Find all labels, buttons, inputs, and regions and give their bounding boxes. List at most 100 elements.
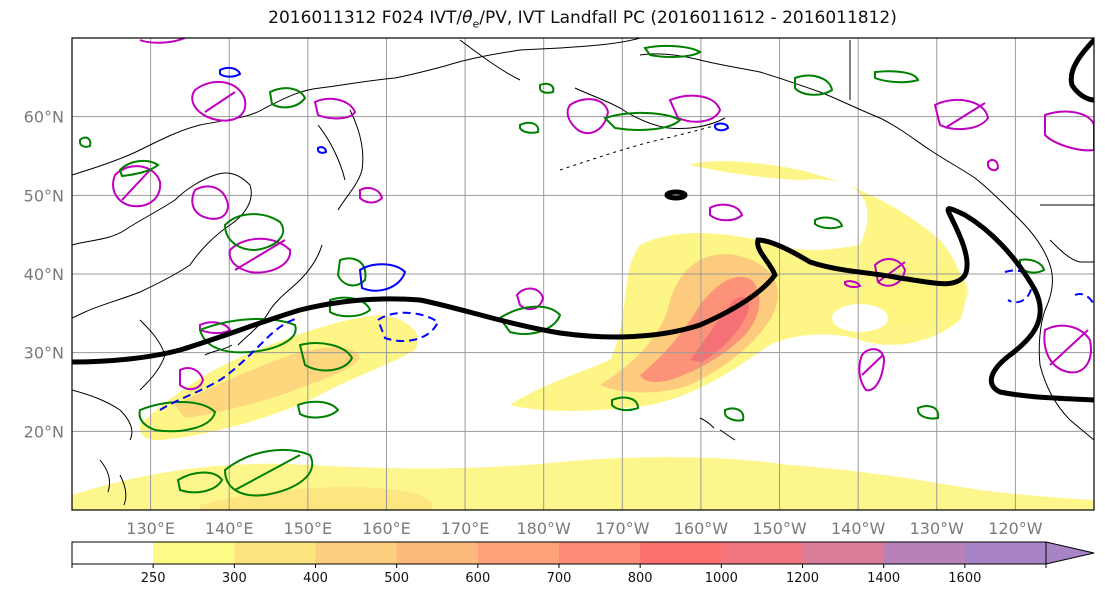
- colorbar-label: 600: [465, 571, 490, 586]
- colorbar-label: 400: [303, 571, 328, 586]
- pv-contour: [139, 38, 186, 44]
- title-theta: θ: [462, 8, 473, 28]
- theta-e-contour: [814, 216, 844, 230]
- colorbar-segment: [315, 542, 398, 564]
- theta-e-contour: [118, 159, 160, 178]
- negative-contour: [376, 311, 440, 342]
- latitude-tick-label: 40°N: [24, 265, 64, 284]
- theta-e-contour: [539, 82, 555, 94]
- pv-contour: [668, 94, 722, 123]
- negative-contours: [159, 66, 1094, 411]
- pv-contour: [191, 185, 230, 220]
- pv-contour: [112, 165, 162, 208]
- coastlines: [72, 38, 1094, 506]
- negative-contour: [1074, 293, 1094, 306]
- ivt-fill-central-high: [640, 276, 760, 383]
- theta-e-contours: [79, 44, 1046, 497]
- pv-contours: [112, 38, 1094, 392]
- negative-contour: [714, 122, 730, 132]
- pv-contour: [199, 321, 232, 334]
- pv-contour: [313, 97, 357, 120]
- negative-contour: [159, 317, 299, 411]
- theta-e-contour: [643, 44, 702, 58]
- ivt-fill-mid-west: [175, 347, 360, 418]
- ivt-fill-central-peak: [690, 297, 749, 362]
- map-frame: [71, 37, 1095, 511]
- landfall-pc-line: [72, 38, 1094, 403]
- border-us-canada: [849, 40, 1094, 263]
- latitude-tick-label: 60°N: [24, 108, 64, 127]
- coastline-hawaii: [699, 417, 736, 441]
- colorbar-segment: [477, 542, 560, 564]
- theta-e-contour: [329, 296, 372, 318]
- colorbar-segment: [559, 542, 641, 564]
- longitude-tick-label: 180°W: [517, 519, 572, 538]
- longitude-tick-label: 150°E: [284, 519, 333, 538]
- colorbar-extend-arrow: [1045, 541, 1095, 565]
- coastline-bering: [459, 39, 726, 129]
- colorbar-label: 1600: [948, 571, 981, 586]
- longitude-tick-label: 160°W: [674, 519, 729, 538]
- colorbar-segment: [802, 542, 885, 564]
- theta-e-contour: [268, 87, 307, 109]
- title-theta-subscript: e: [472, 17, 480, 31]
- graticule: [72, 38, 1094, 510]
- negative-contour: [1004, 269, 1034, 304]
- pv-contour: [858, 348, 886, 392]
- negative-contour: [358, 263, 407, 292]
- pv-contour: [1044, 110, 1094, 152]
- pv-contour: [987, 159, 1000, 172]
- theta-e-contour: [296, 400, 340, 419]
- longitude-tick-label: 130°W: [910, 519, 965, 538]
- pv-contour: [709, 203, 744, 222]
- ivt-fill-south-band-mid: [200, 487, 433, 510]
- longitude-tick-label: 160°E: [362, 519, 411, 538]
- latitude-tick-label: 50°N: [24, 186, 64, 205]
- longitude-tick-label: 140°E: [205, 519, 254, 538]
- theta-e-contour: [874, 70, 920, 84]
- plot-title: 2016011312 F024 IVT/θe/PV, IVT Landfall …: [0, 8, 1105, 30]
- pv-contour: [933, 98, 990, 131]
- longitude-tick-label: 140°W: [831, 519, 886, 538]
- longitude-tick-label: 120°W: [988, 519, 1043, 538]
- pv-contour: [566, 98, 610, 135]
- colorbar-label: 1400: [867, 571, 900, 586]
- colorbar-segment: [72, 542, 154, 564]
- colorbar-segment: [153, 542, 235, 564]
- coastline-kamchatka: [317, 109, 364, 211]
- theta-e-contour: [917, 405, 940, 420]
- title-suffix: /PV, IVT Landfall PC (2016011612 - 20160…: [479, 8, 897, 28]
- landfall-closed-low: [664, 189, 688, 201]
- theta-e-contour: [298, 342, 354, 372]
- colorbar-label: 1200: [786, 571, 819, 586]
- theta-e-contour: [519, 121, 540, 134]
- pv-contour: [1043, 324, 1092, 374]
- theta-e-contour: [198, 317, 297, 354]
- negative-contour: [219, 66, 242, 78]
- theta-e-contour: [336, 257, 367, 287]
- pv-contour: [191, 80, 247, 122]
- theta-e-contour: [724, 407, 745, 422]
- colorbar-segment: [640, 542, 722, 564]
- pv-contour: [844, 280, 862, 289]
- ivt-hole: [832, 304, 888, 332]
- latitude-tick-label: 30°N: [24, 344, 64, 363]
- theta-e-contour: [794, 74, 834, 96]
- negative-contour: [317, 146, 328, 154]
- theta-e-contour: [603, 111, 682, 131]
- colorbar-label: 300: [222, 571, 247, 586]
- landfall-main-curve: [72, 206, 1094, 403]
- longitude-tick-label: 170°W: [595, 519, 650, 538]
- longitude-tick-label: 150°W: [752, 519, 807, 538]
- theta-e-contour: [79, 136, 92, 148]
- pv-contour: [873, 258, 907, 287]
- pv-contour: [228, 237, 292, 274]
- theta-e-contour: [611, 396, 640, 412]
- theta-e-contour: [176, 471, 224, 494]
- colorbar-segment: [396, 542, 479, 564]
- title-prefix: 2016011312 F024 IVT/: [268, 8, 463, 28]
- colorbar-label: 1000: [705, 571, 738, 586]
- landfall-north-curve: [1068, 38, 1094, 103]
- theta-e-contour: [223, 213, 285, 252]
